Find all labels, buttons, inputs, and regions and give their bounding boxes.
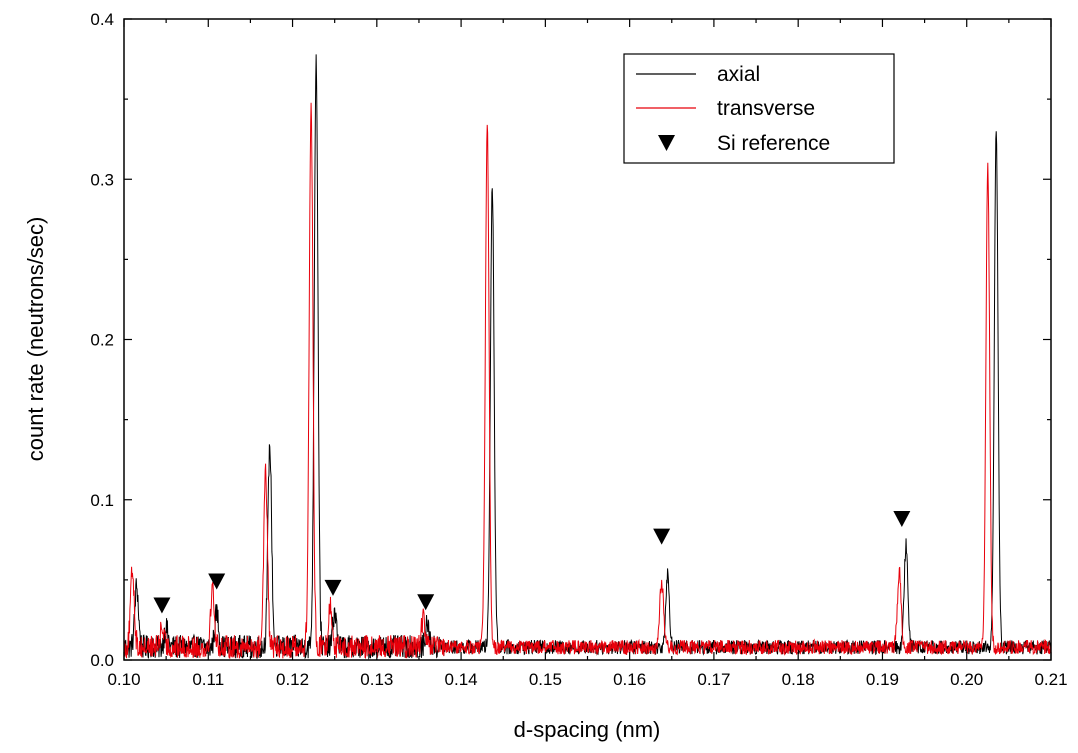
series-line-axial — [124, 54, 1051, 660]
marker-layer — [153, 510, 911, 614]
legend: axial transverse Si reference — [623, 53, 895, 164]
x-tick-label: 0.11 — [192, 670, 224, 689]
si-reference-marker — [893, 510, 911, 527]
x-tick-label: 0.15 — [529, 670, 562, 689]
si-reference-marker — [653, 528, 671, 545]
x-tick-labels: 0.10 0.11 0.12 0.13 0.14 0.15 0.16 0.17 0.18 0.19… — [107, 670, 1067, 689]
legend-label-transverse: transverse — [717, 97, 815, 120]
x-tick-label: 0.20 — [950, 670, 983, 689]
x-tick-label: 0.18 — [782, 670, 815, 689]
si-reference-marker — [417, 594, 435, 611]
y-axis-title: count rate (neutrons/sec) — [23, 217, 48, 462]
si-reference-marker — [324, 579, 342, 596]
y-tick-label: 0.1 — [90, 491, 114, 510]
y-tick-label: 0.0 — [90, 651, 114, 670]
x-tick-label: 0.10 — [107, 670, 140, 689]
series-layer — [124, 54, 1051, 660]
tick-layer — [123, 18, 1052, 661]
legend-marker-si-reference — [658, 135, 675, 151]
x-axis-title: d-spacing (nm) — [514, 717, 661, 742]
y-tick-label: 0.2 — [90, 331, 114, 350]
series-line-transverse — [124, 102, 1051, 659]
si-reference-marker — [153, 597, 171, 614]
x-tick-label: 0.14 — [445, 670, 478, 689]
x-tick-label: 0.19 — [866, 670, 899, 689]
x-tick-label: 0.17 — [697, 670, 730, 689]
si-reference-marker — [208, 573, 226, 590]
x-tick-label: 0.21 — [1034, 670, 1067, 689]
x-tick-label: 0.12 — [276, 670, 309, 689]
x-tick-label: 0.16 — [613, 670, 646, 689]
y-tick-label: 0.3 — [90, 170, 114, 189]
y-tick-label: 0.4 — [90, 10, 114, 29]
x-tick-label: 0.13 — [360, 670, 393, 689]
legend-label-si-reference: Si reference — [717, 132, 830, 155]
y-tick-labels: 0.0 0.1 0.2 0.3 0.4 — [90, 10, 114, 670]
legend-label-axial: axial — [717, 63, 760, 86]
